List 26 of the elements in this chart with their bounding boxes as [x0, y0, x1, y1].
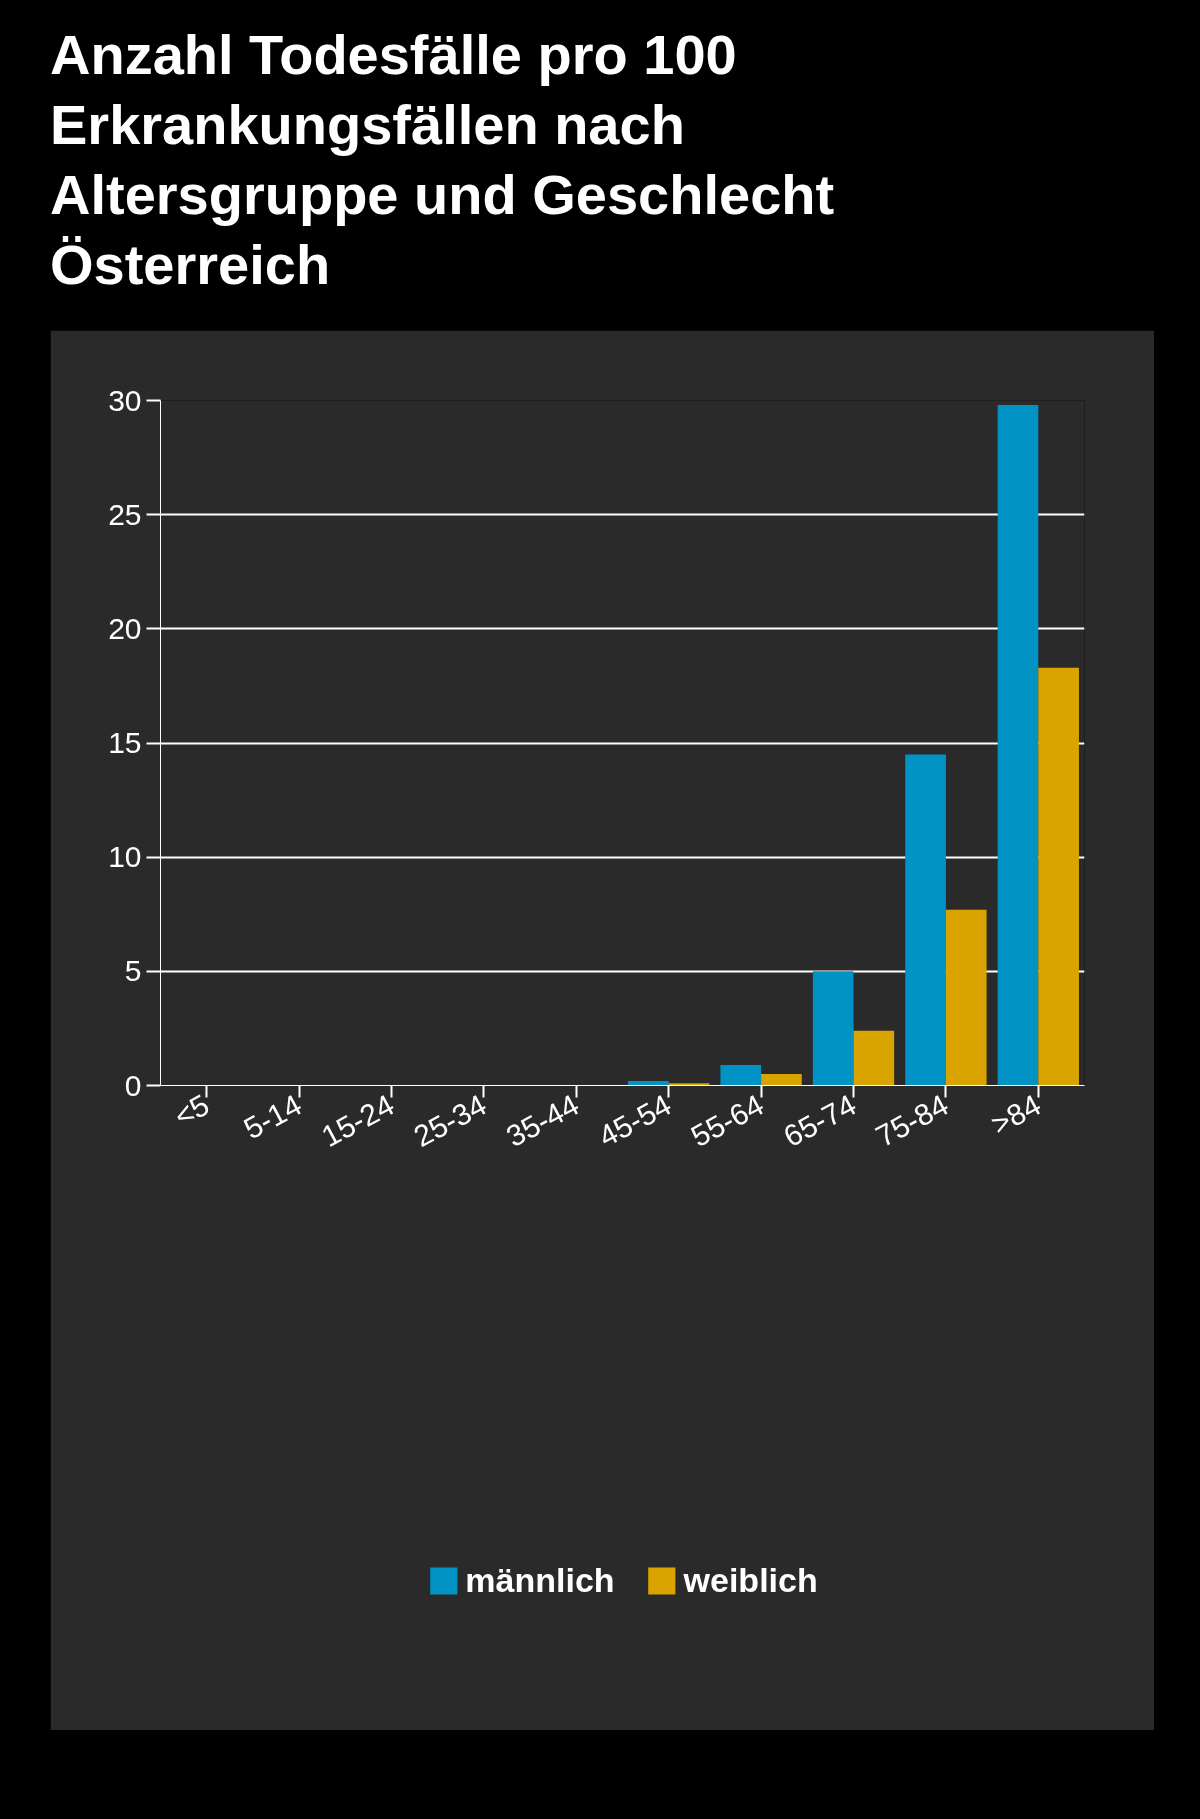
bar — [905, 754, 946, 1086]
bar — [812, 971, 854, 1086]
y-tick-label: 15 — [108, 726, 142, 759]
y-tick-label: 25 — [108, 497, 142, 531]
y-tick-label: 0 — [124, 1068, 142, 1102]
x-tick-label: 35-44 — [500, 1087, 585, 1154]
legend-label: weiblich — [683, 1560, 818, 1600]
y-tick-label: 10 — [108, 840, 142, 874]
x-tick-label: 75-84 — [870, 1087, 954, 1154]
y-tick-label: 20 — [108, 611, 142, 645]
bar — [945, 909, 987, 1086]
x-tick-label: 65-74 — [778, 1087, 862, 1154]
x-tick-label: 45-54 — [593, 1087, 677, 1154]
bar — [853, 1030, 895, 1086]
bar — [997, 405, 1039, 1086]
legend-label: männlich — [465, 1560, 615, 1600]
bar — [761, 1074, 802, 1086]
chart-title: Anzahl Todesfälle pro 100 Erkrankungsfällen nach Altersgruppe und Geschlecht Österreich — [50, 22, 836, 298]
x-tick-label: 55-64 — [685, 1087, 769, 1154]
x-tick-label: >84 — [985, 1087, 1047, 1141]
y-tick-label: 5 — [124, 954, 142, 988]
x-tick-label: <5 — [168, 1087, 215, 1134]
y-tick-label: 30 — [108, 383, 142, 417]
x-tick-label: 5-14 — [238, 1087, 307, 1146]
bar — [1038, 667, 1079, 1086]
bar — [720, 1064, 762, 1086]
